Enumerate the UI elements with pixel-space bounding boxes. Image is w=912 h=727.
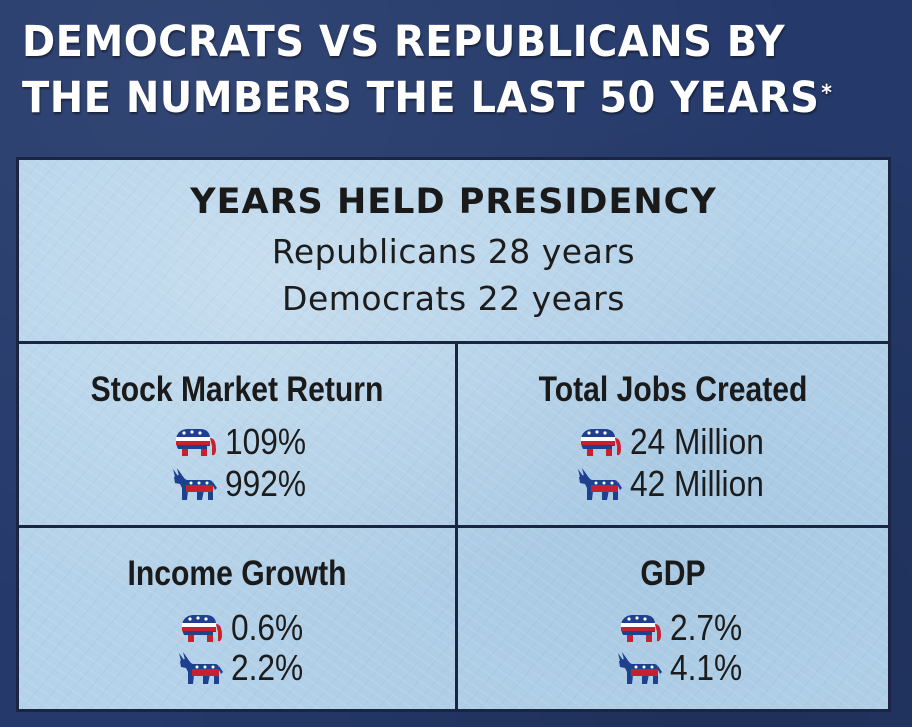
page-title: DEMOCRATS VS REPUBLICANS BY THE NUMBERS …	[22, 14, 840, 126]
democrat-donkey-icon	[618, 652, 662, 684]
stock-market-democrat-value: 992%	[225, 463, 307, 504]
gdp-republican-value: 2.7%	[670, 607, 743, 648]
income-heading: Income Growth	[127, 554, 347, 593]
republican-elephant-icon	[581, 429, 621, 456]
presidency-heading: YEARS HELD PRESIDENCY	[190, 182, 717, 222]
jobs-cell: Total Jobs Created 24 Million 42 Million	[458, 344, 888, 525]
stock-market-republican-value: 109%	[225, 421, 307, 462]
income-cell: Income Growth 0.6% 2.2%	[19, 528, 455, 709]
income-republican-row: 0.6%	[177, 607, 313, 648]
gdp-democrat-value: 4.1%	[670, 647, 743, 688]
footnote-asterisk: *	[821, 81, 833, 106]
stock-market-cell: Stock Market Return 109% 992%	[19, 344, 455, 525]
gdp-democrat-row: 4.1%	[616, 647, 752, 688]
stock-market-republican-row: 109%	[171, 421, 317, 462]
gdp-cell: GDP 2.7% 4.1%	[458, 528, 888, 709]
stock-market-heading: Stock Market Return	[90, 370, 384, 409]
stats-panel: YEARS HELD PRESIDENCY Republicans 28 yea…	[16, 157, 891, 712]
income-democrat-row: 2.2%	[177, 647, 313, 688]
democrat-donkey-icon	[173, 468, 217, 500]
jobs-heading: Total Jobs Created	[538, 370, 808, 409]
republican-elephant-icon	[176, 429, 216, 456]
jobs-republican-row: 24 Million	[576, 421, 782, 462]
jobs-republican-value: 24 Million	[630, 421, 764, 462]
divider-middle	[19, 525, 888, 528]
income-democrat-value: 2.2%	[231, 647, 304, 688]
divider-top	[19, 341, 888, 344]
presidency-republicans: Republicans 28 years	[271, 232, 636, 271]
jobs-democrat-value: 42 Million	[630, 463, 764, 504]
jobs-democrat-row: 42 Million	[576, 463, 782, 504]
presidency-democrats: Democrats 22 years	[282, 279, 625, 318]
republican-elephant-icon	[182, 615, 222, 642]
income-republican-value: 0.6%	[231, 607, 304, 648]
title-line-2: THE NUMBERS THE LAST 50 YEARS*	[22, 70, 840, 126]
title-line-1: DEMOCRATS VS REPUBLICANS BY	[22, 17, 785, 67]
title-line-2-text: THE NUMBERS THE LAST 50 YEARS	[22, 73, 820, 123]
presidency-cell: YEARS HELD PRESIDENCY Republicans 28 yea…	[19, 160, 888, 341]
stock-market-democrat-row: 992%	[171, 463, 317, 504]
democrat-donkey-icon	[179, 652, 223, 684]
republican-elephant-icon	[621, 615, 661, 642]
gdp-republican-row: 2.7%	[616, 607, 752, 648]
gdp-heading: GDP	[640, 554, 706, 593]
divider-vertical	[455, 343, 458, 710]
democrat-donkey-icon	[578, 468, 622, 500]
